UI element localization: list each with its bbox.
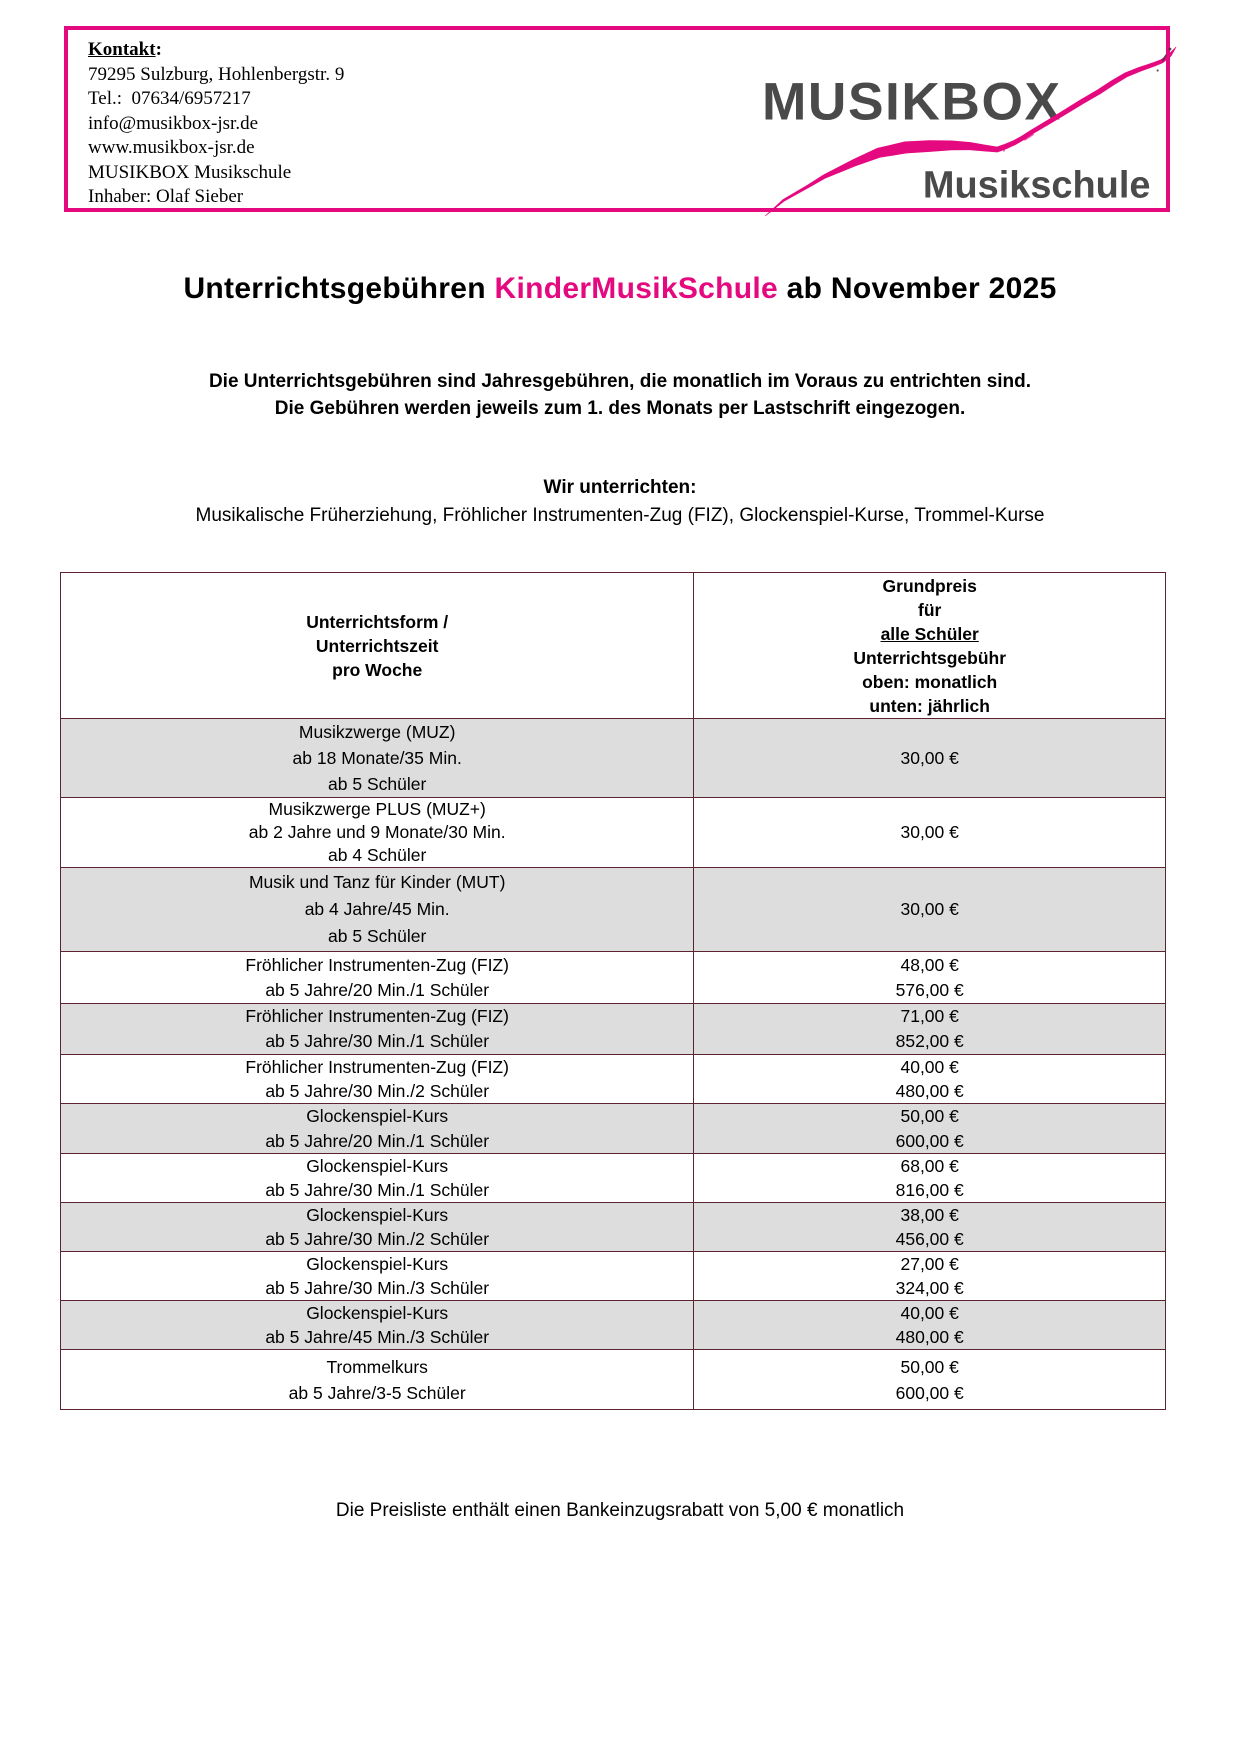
svg-text:Musikschule: Musikschule	[923, 165, 1151, 207]
svg-text:MUSIKBOX: MUSIKBOX	[762, 73, 1062, 132]
